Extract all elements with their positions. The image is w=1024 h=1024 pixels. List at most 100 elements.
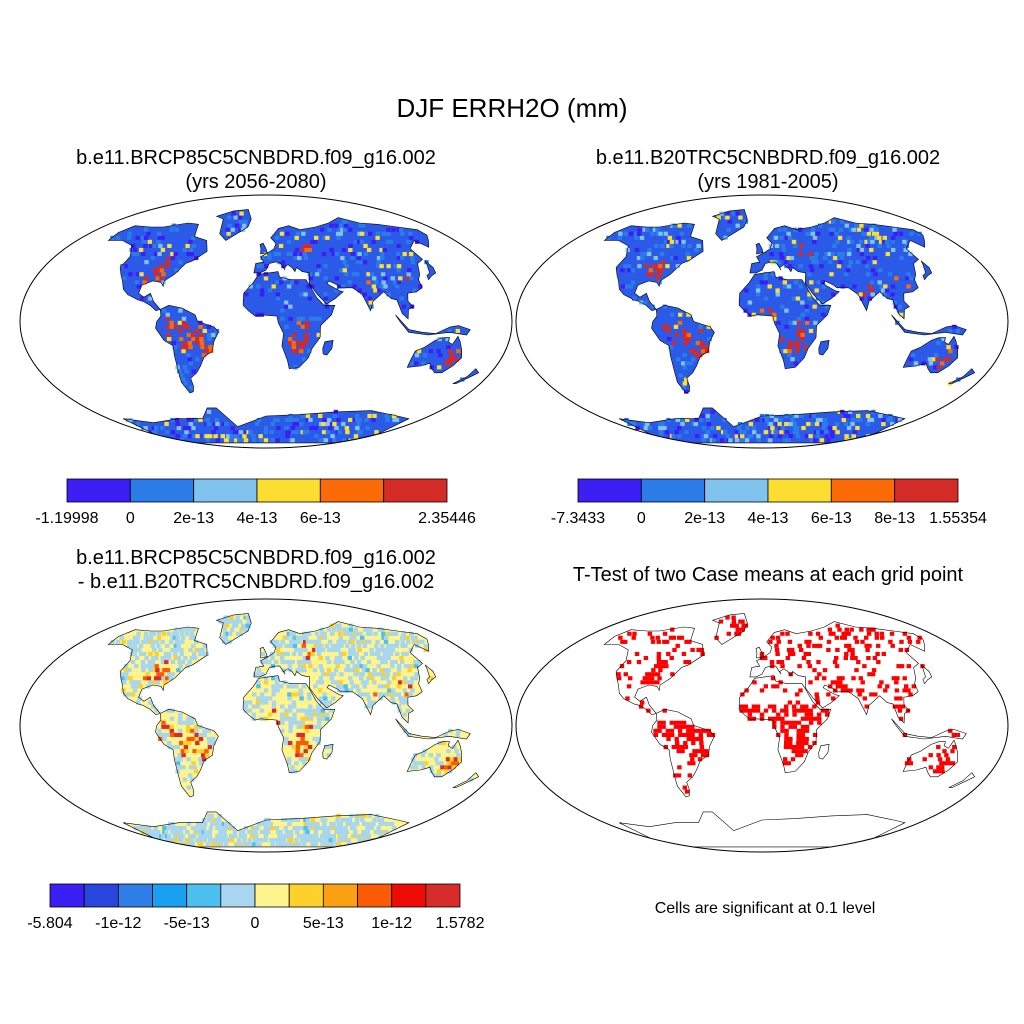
grid-cell [280, 712, 285, 717]
grid-cell [817, 720, 822, 725]
grid-cell [796, 732, 801, 737]
grid-cell [148, 651, 153, 656]
grid-cell [946, 357, 952, 362]
grid-cell [386, 680, 392, 685]
colorbar-label: 1.5782 [436, 915, 485, 932]
grid-cell [823, 430, 829, 435]
grid-cell [626, 264, 632, 269]
grid-cell [341, 438, 347, 443]
grid-cell [662, 304, 667, 309]
grid-cell [840, 409, 845, 414]
grid-cell [302, 252, 307, 257]
grid-cell [349, 813, 354, 818]
grid-cell [793, 361, 798, 366]
grid-cell [902, 676, 907, 681]
grid-cell [852, 284, 857, 289]
coastline-africa-difference [242, 675, 336, 774]
grid-cell [171, 223, 177, 228]
grid-cell [235, 615, 240, 620]
grid-cell [796, 741, 801, 746]
grid-cell [187, 341, 193, 346]
grid-cell [167, 656, 172, 661]
panel-title-case1-line1: b.e11.BRCP85C5CNBDRD.f09_g16.002 [76, 147, 436, 169]
coastline-new-zealand-difference [452, 772, 480, 788]
grid-cell [680, 417, 685, 422]
grid-cell [196, 749, 201, 754]
grid-cell [827, 252, 832, 257]
grid-cell [444, 361, 449, 366]
grid-cell [356, 256, 362, 261]
grid-cell [866, 656, 871, 661]
grid-cell [152, 647, 157, 652]
grid-cell [365, 668, 370, 673]
grid-cell [787, 639, 793, 644]
grid-cell [346, 838, 351, 843]
grid-cell [630, 280, 636, 285]
colorbar-difference: -5.804 -1e-12 -5e-13 0 5e-13 1e-12 1.5782 [27, 883, 485, 932]
grid-cell [685, 252, 690, 257]
grid-cell [657, 676, 662, 681]
grid-cell [686, 256, 692, 261]
grid-cell [433, 773, 438, 778]
grid-cell [347, 639, 352, 644]
land-new-zealand-ttest [948, 772, 975, 788]
grid-cell [379, 247, 384, 252]
grid-cell [248, 430, 253, 435]
grid-cell [807, 272, 812, 277]
grid-cell [187, 357, 192, 362]
grid-cell [156, 239, 161, 244]
grid-cell [808, 264, 814, 269]
grid-cell [373, 280, 379, 285]
grid-cell [741, 623, 746, 628]
colorbar-label: 6e-13 [300, 510, 341, 527]
grid-cell [692, 749, 697, 754]
grid-cell [379, 284, 384, 289]
grid-cell [263, 430, 269, 435]
grid-cell [302, 668, 307, 673]
grid-cell [345, 821, 350, 826]
grid-cell [312, 826, 317, 831]
grid-cell [735, 223, 740, 228]
grid-cell [146, 639, 151, 644]
grid-cell [655, 635, 660, 640]
grid-cell [263, 264, 269, 269]
grid-cell [880, 635, 885, 640]
grid-cell [192, 834, 197, 839]
grid-cell [627, 268, 632, 273]
grid-cell [843, 656, 848, 661]
grid-cell [870, 239, 875, 244]
grid-cell [191, 761, 196, 766]
grid-cell [878, 268, 883, 273]
grid-cell [179, 838, 184, 843]
grid-cell [193, 417, 198, 422]
grid-cell [780, 243, 786, 248]
grid-cell [174, 417, 180, 422]
grid-cell [617, 235, 622, 240]
grid-cell [807, 745, 813, 750]
grid-cell [252, 826, 258, 831]
grid-cell [136, 700, 141, 705]
grid-cell [263, 438, 269, 443]
grid-cell [846, 235, 851, 240]
grid-cell [782, 761, 788, 766]
grid-cell [401, 680, 407, 685]
grid-cell [297, 647, 302, 652]
grid-cell [738, 215, 743, 220]
coastline-madagascar-difference [322, 744, 334, 760]
grid-cell [315, 821, 320, 826]
grid-cell [940, 765, 945, 770]
grid-cell [620, 268, 625, 273]
grid-cell [341, 247, 347, 252]
grid-cell [860, 688, 865, 693]
grid-cell [866, 231, 872, 236]
grid-cell [326, 660, 332, 665]
grid-cell [169, 227, 174, 232]
grid-cell [412, 288, 417, 293]
grid-cell [454, 357, 459, 362]
grid-cell [670, 732, 675, 737]
grid-cell [207, 745, 213, 750]
grid-cell [365, 631, 371, 636]
grid-cell [319, 680, 325, 685]
grid-cell [336, 643, 341, 648]
grid-cell [176, 656, 182, 661]
